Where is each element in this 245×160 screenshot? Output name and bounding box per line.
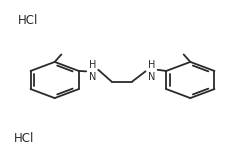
Text: HCl: HCl xyxy=(18,14,39,27)
Text: H: H xyxy=(148,60,155,70)
Text: H: H xyxy=(88,60,96,70)
Text: N: N xyxy=(148,72,155,82)
Text: HCl: HCl xyxy=(13,132,34,145)
Text: N: N xyxy=(88,72,96,82)
